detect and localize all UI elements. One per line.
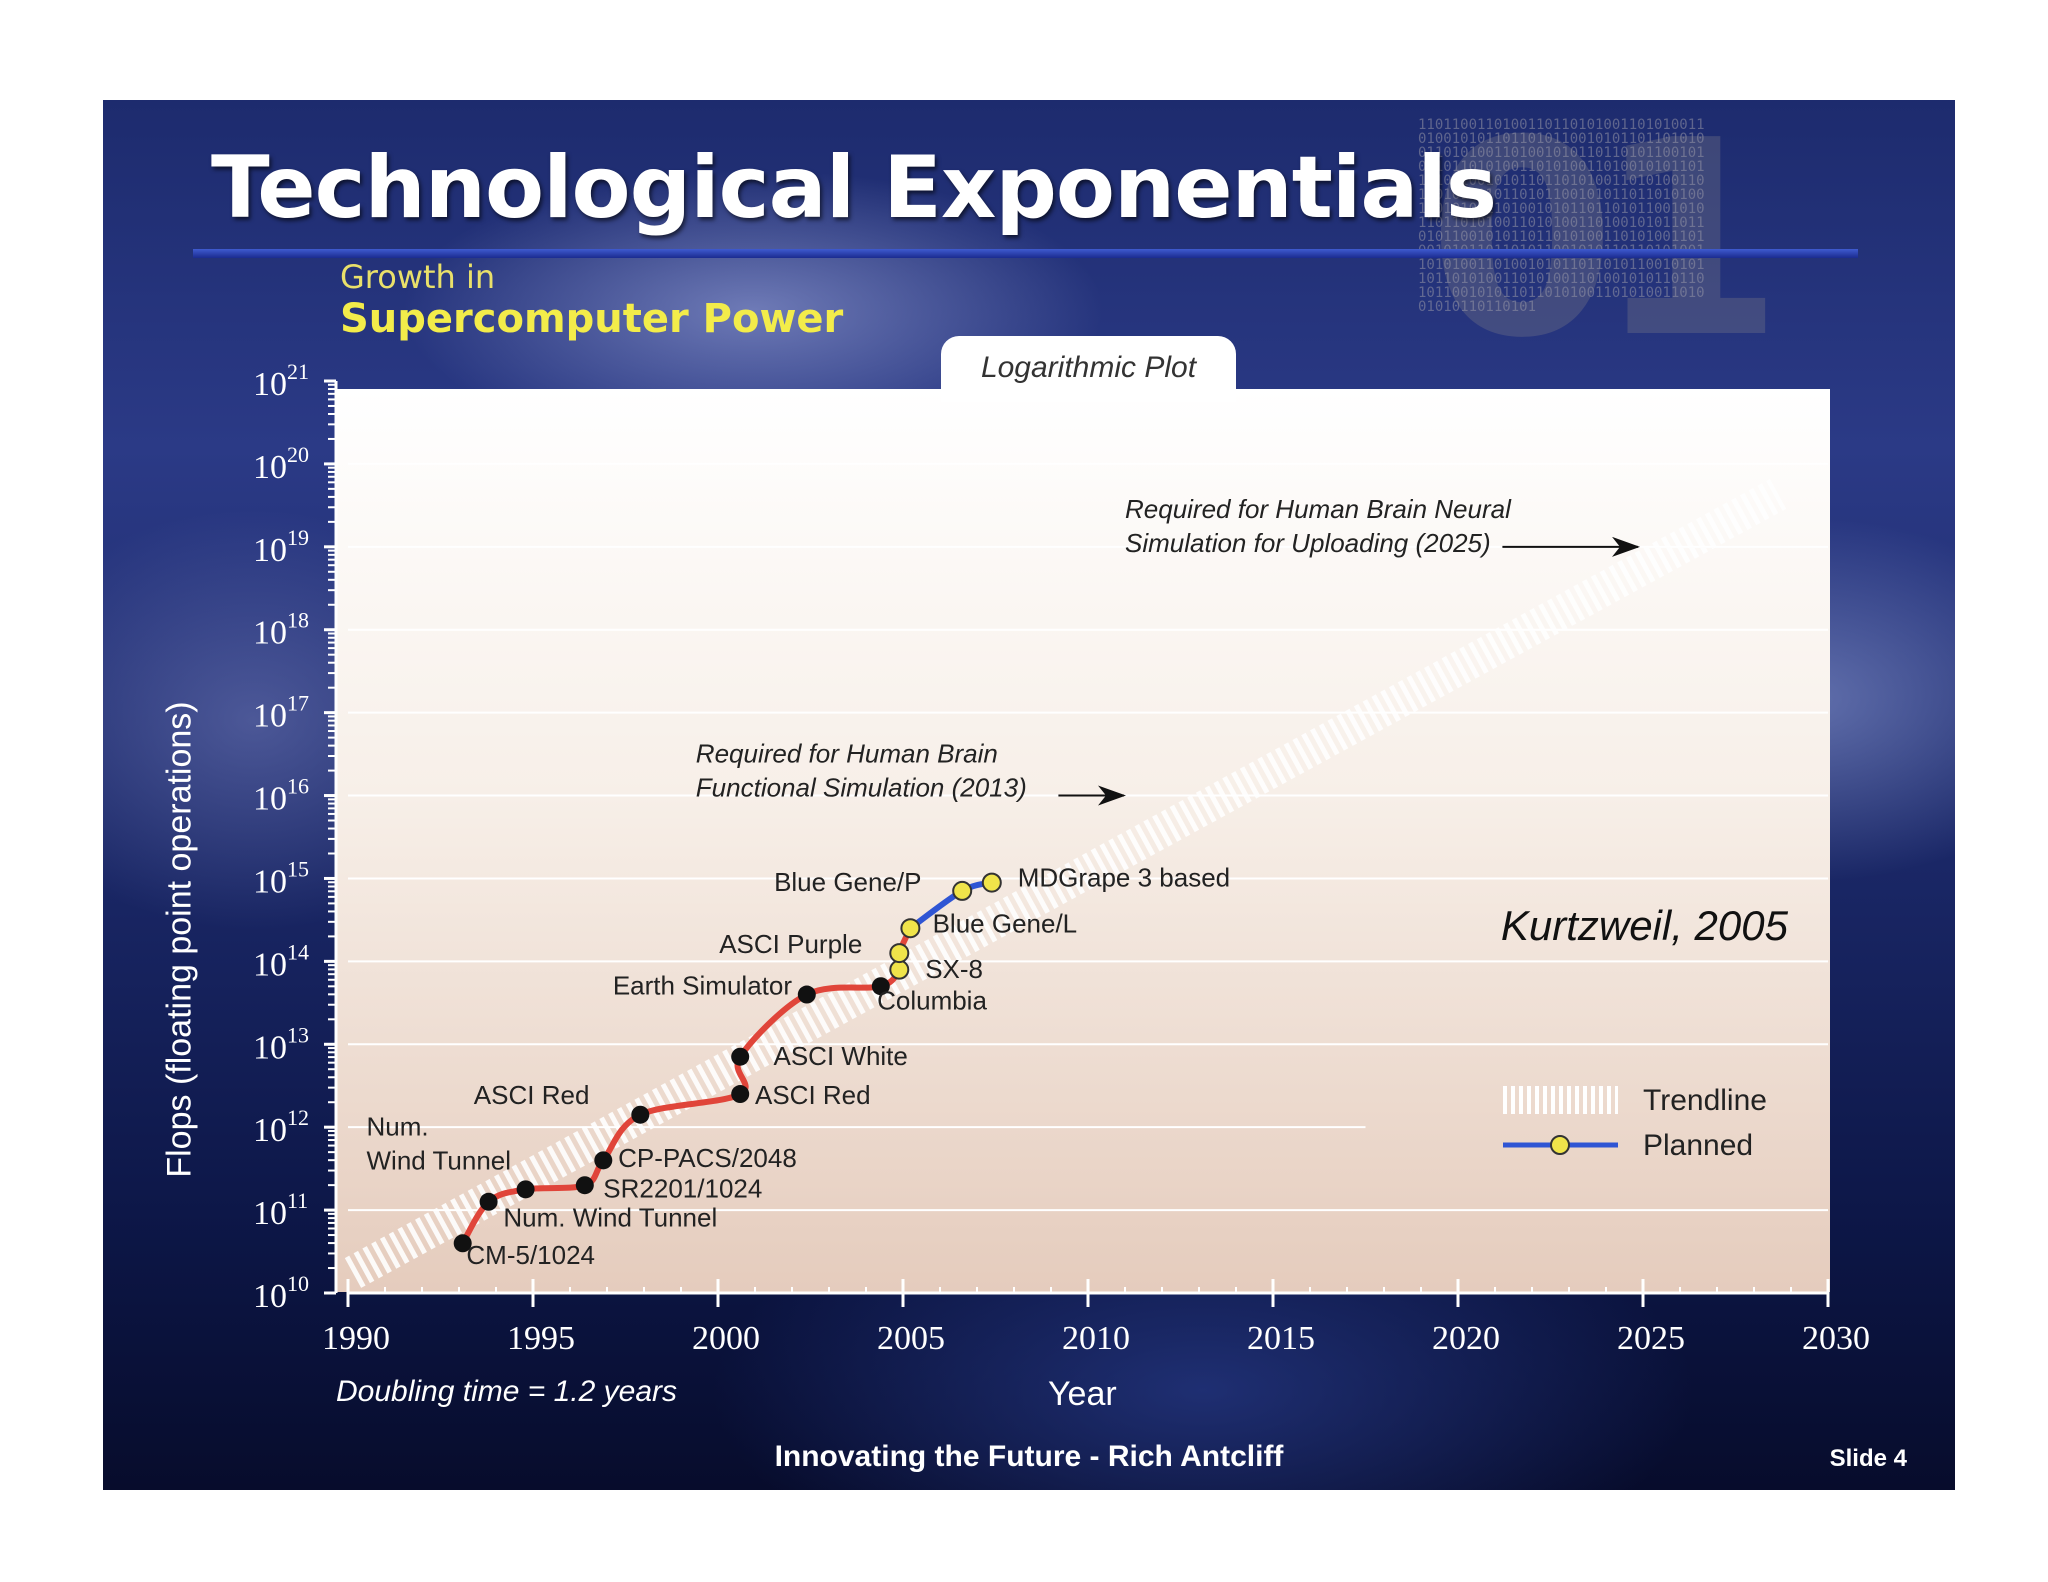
- footer-text: Innovating the Future - Rich Antcliff: [774, 1440, 1284, 1473]
- title-underline: [193, 249, 1858, 258]
- label-asci-white: ASCI White: [774, 1041, 908, 1071]
- y-tick-label: 1010: [253, 1271, 309, 1315]
- label-asci-red-top: ASCI Red: [474, 1080, 590, 1110]
- label-cm5-1024: CM-5/1024: [466, 1240, 595, 1270]
- trendline-group: [344, 478, 1787, 1288]
- label-cp-pacs-2048: CP-PACS/2048: [618, 1143, 797, 1173]
- y-tick-label: 1018: [253, 608, 309, 652]
- series-group: [453, 872, 1002, 1253]
- actual-point: [731, 1085, 750, 1104]
- x-tick-label: 2010: [1062, 1320, 1130, 1357]
- legend: Trendline Planned: [1503, 1084, 1767, 1162]
- planned-point: [981, 872, 1002, 893]
- x-tick-label: 1995: [507, 1320, 575, 1357]
- label-blue-gene-p: Blue Gene/P: [774, 867, 921, 897]
- planned-point: [952, 880, 973, 901]
- label-columbia: Columbia: [877, 985, 987, 1015]
- annotations-group: Required for Human Brain Functional Simul…: [696, 494, 1640, 806]
- x-axis: 1990 1995 2000 2005 2010 2015 2020 2025 2030: [322, 1279, 1870, 1357]
- y-axis: 1010 1011 1012 1013 1014 1015 1016 1017 1018 1019…: [253, 359, 338, 1315]
- plot-area: [335, 389, 1830, 1292]
- binary-digits-decoration: 1101100110100110110101001101010011010010…: [1418, 118, 1705, 315]
- y-tick-label: 1015: [253, 856, 309, 900]
- actual-point: [516, 1180, 535, 1199]
- binary-01-decoration: 01: [1428, 100, 1784, 397]
- x-tick-label: 2005: [877, 1320, 945, 1357]
- x-tick-label: 2015: [1247, 1320, 1315, 1357]
- label-num-wind-tunnel-left: Num.: [367, 1111, 429, 1141]
- y-axis-label: Flops (floating point operations): [160, 701, 199, 1178]
- legend-trendline-label: Trendline: [1643, 1084, 1767, 1117]
- legend-planned-marker: [1550, 1135, 1570, 1155]
- actual-point: [731, 1047, 750, 1066]
- label-earth-simulator: Earth Simulator: [613, 971, 793, 1001]
- actual-point: [871, 977, 890, 996]
- slide: 01 1101100110100110110101001101010011010…: [103, 100, 1955, 1490]
- annotation-uploading-line2: Simulation for Uploading (2025): [1125, 528, 1491, 558]
- planned-point: [889, 943, 910, 964]
- supercomputer-power-chart: 1010 1011 1012 1013 1014 1015 1016 1017 1018 1019…: [253, 359, 1870, 1357]
- slide-title: Technological Exponentials: [211, 138, 1497, 238]
- x-tick-label: 2020: [1432, 1320, 1500, 1357]
- planned-point: [889, 959, 910, 980]
- label-sx-8: SX-8: [925, 954, 983, 984]
- actual-point: [594, 1151, 613, 1170]
- actual-point: [575, 1176, 594, 1195]
- y-tick-label: 1013: [253, 1022, 309, 1066]
- actual-point: [797, 985, 816, 1004]
- label-num-wind-tunnel-left: Wind Tunnel: [367, 1145, 512, 1175]
- planned-point: [900, 918, 921, 939]
- actual-point: [631, 1105, 650, 1124]
- y-tick-label: 1011: [253, 1188, 308, 1232]
- legend-planned-label: Planned: [1643, 1129, 1753, 1162]
- citation-text: Kurtzweil, 2005: [1501, 902, 1789, 949]
- x-tick-label: 2030: [1802, 1320, 1870, 1357]
- chart-subtitle-line1: Growth in: [340, 258, 496, 296]
- label-asci-red-right: ASCI Red: [755, 1080, 871, 1110]
- label-sr2201-1024: SR2201/1024: [603, 1174, 762, 1204]
- y-tick-label: 1014: [253, 939, 309, 983]
- y-tick-label: 1020: [253, 442, 309, 486]
- y-tick-label: 1012: [253, 1105, 309, 1149]
- actual-point: [479, 1192, 498, 1211]
- label-blue-gene-l: Blue Gene/L: [933, 908, 1078, 938]
- x-tick-label: 2025: [1617, 1320, 1685, 1357]
- annotation-functional-line1: Required for Human Brain: [696, 738, 998, 768]
- x-tick-label: 2000: [692, 1320, 760, 1357]
- label-mdgrape-3-based: MDGrape 3 based: [1018, 863, 1230, 893]
- annotation-functional-line2: Functional Simulation (2013): [696, 772, 1027, 802]
- y-tick-label: 1021: [253, 359, 309, 403]
- annotation-uploading-line1: Required for Human Brain Neural: [1125, 494, 1512, 524]
- slide-number: Slide 4: [1829, 1445, 1907, 1472]
- label-num-wind-tunnel-bottom: Num. Wind Tunnel: [503, 1203, 717, 1233]
- chart-subtitle-line2: Supercomputer Power: [340, 296, 844, 342]
- x-axis-label: Year: [1048, 1375, 1117, 1413]
- y-tick-label: 1016: [253, 774, 309, 818]
- plot-type-tab: Logarithmic Plot: [941, 336, 1236, 402]
- doubling-time-note: Doubling time = 1.2 years: [336, 1375, 678, 1408]
- y-tick-label: 1017: [253, 691, 309, 735]
- legend-trendline-swatch: [1503, 1086, 1618, 1114]
- x-tick-label: 1990: [322, 1320, 390, 1357]
- actual-point: [453, 1234, 472, 1253]
- trendline: [344, 478, 1787, 1288]
- y-tick-label: 1019: [253, 525, 309, 569]
- label-asci-purple: ASCI Purple: [719, 929, 862, 959]
- point-labels-group: Num. Wind Tunnel ASCI Red CM-5/1024 Num. Win…: [367, 863, 1231, 1270]
